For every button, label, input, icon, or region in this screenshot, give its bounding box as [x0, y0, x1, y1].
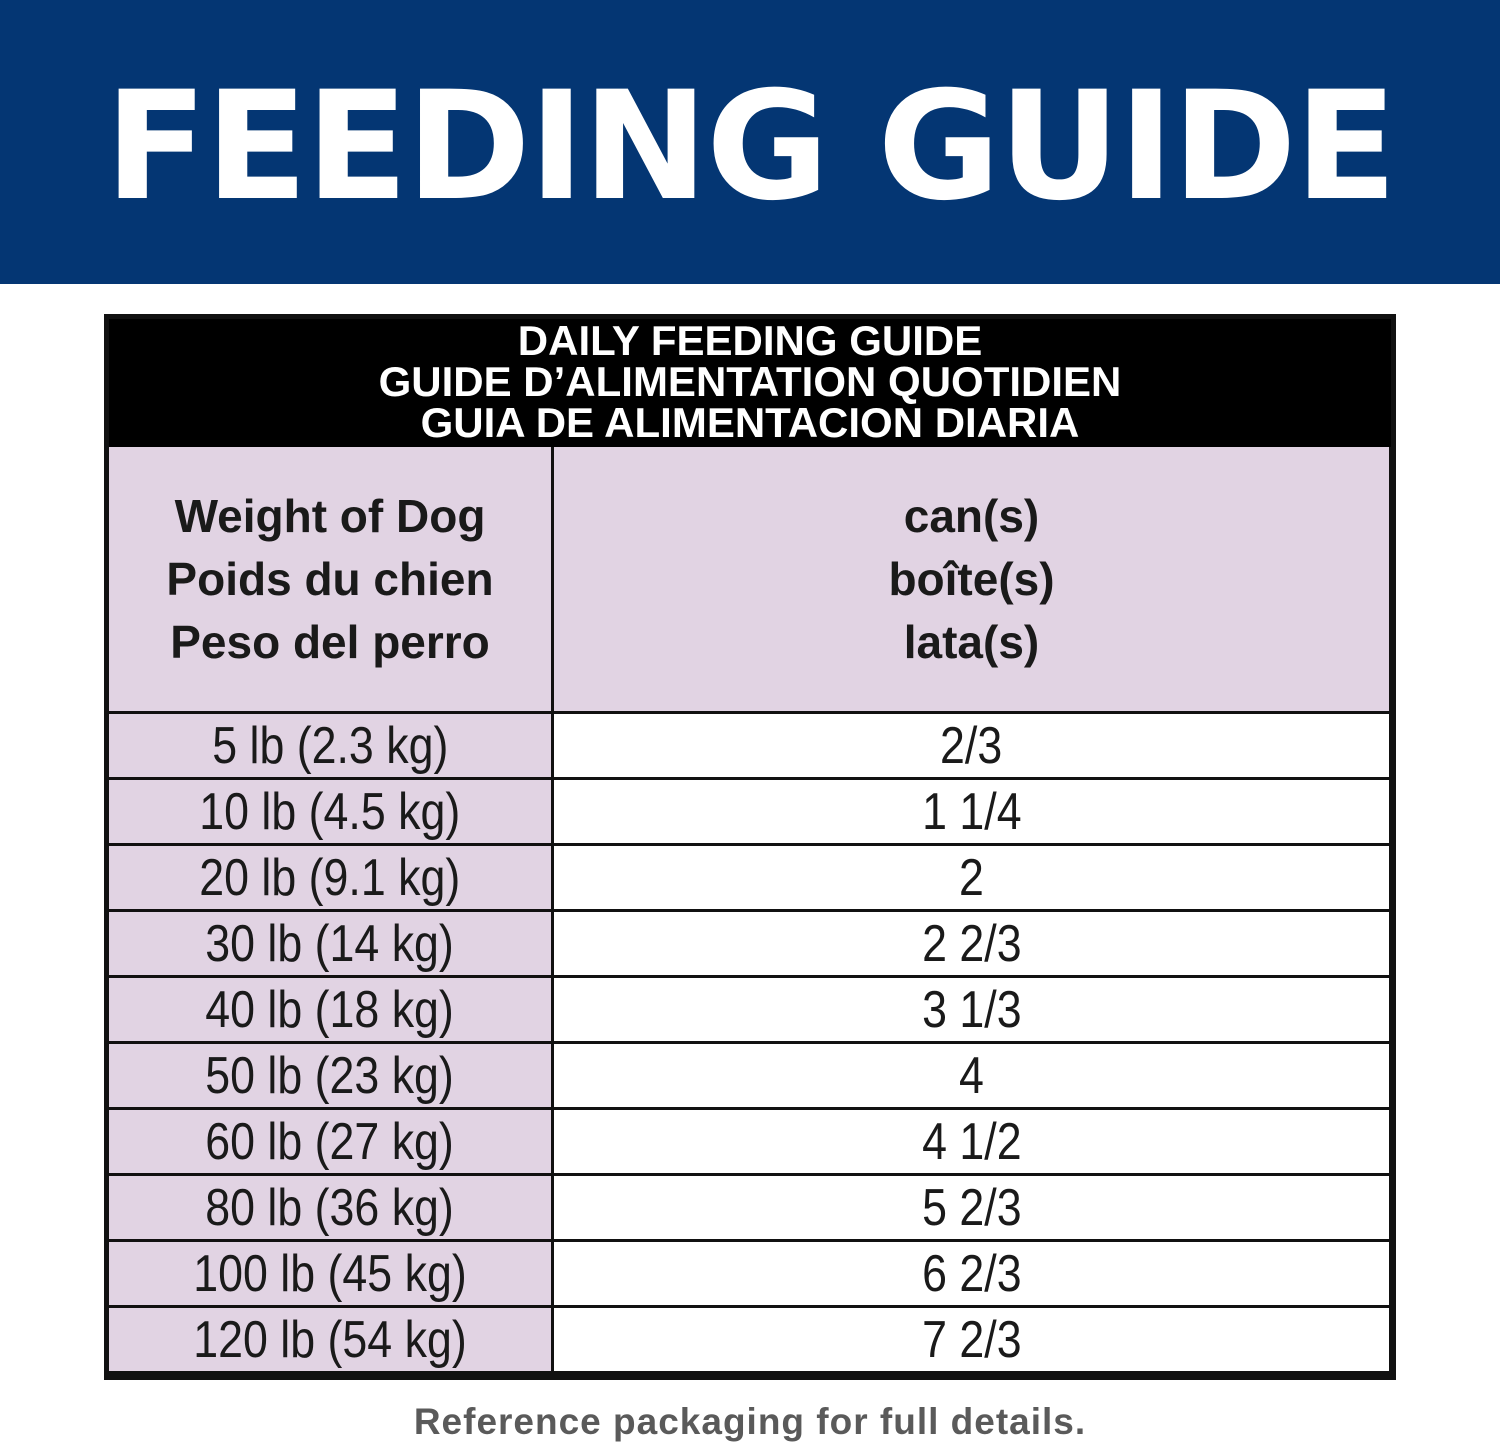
weight-cell: 50 lb (23 kg) — [109, 1044, 551, 1107]
weight-value: 5 lb (2.3 kg) — [211, 716, 449, 775]
column-header-amount-es: lata(s) — [903, 615, 1040, 668]
amount-cell: 7 2/3 — [554, 1308, 1389, 1371]
amount-cell: 6 2/3 — [554, 1242, 1389, 1305]
weight-cell: 5 lb (2.3 kg) — [109, 714, 551, 777]
weight-cell: 20 lb (9.1 kg) — [109, 846, 551, 909]
amount-value: 4 1/2 — [921, 1112, 1022, 1171]
amount-cell: 4 1/2 — [554, 1110, 1389, 1173]
weight-value: 120 lb (54 kg) — [193, 1310, 467, 1369]
column-header-amount: can(s) boîte(s) lata(s) — [554, 447, 1389, 711]
amount-cell: 3 1/3 — [554, 978, 1389, 1041]
weight-cell: 10 lb (4.5 kg) — [109, 780, 551, 843]
table-title-line-es: GUIA DE ALIMENTACION DIARIA — [420, 399, 1080, 446]
weight-cell: 30 lb (14 kg) — [109, 912, 551, 975]
amount-cell: 2 — [554, 846, 1389, 909]
table-title: DAILY FEEDING GUIDE GUIDE D’ALIMENTATION… — [109, 319, 1391, 447]
weight-cell: 60 lb (27 kg) — [109, 1110, 551, 1173]
weight-cell: 120 lb (54 kg) — [109, 1308, 551, 1371]
column-header-weight: Weight of Dog Poids du chien Peso del pe… — [109, 447, 551, 711]
amount-value: 2 2/3 — [921, 914, 1022, 973]
amount-value: 2/3 — [940, 716, 1003, 775]
column-header-amount-en: can(s) — [903, 489, 1040, 542]
weight-value: 20 lb (9.1 kg) — [199, 848, 461, 907]
column-header-weight-en: Weight of Dog — [174, 489, 486, 542]
weight-cell: 80 lb (36 kg) — [109, 1176, 551, 1239]
amount-value: 1 1/4 — [921, 782, 1022, 841]
column-header-weight-es: Peso del perro — [170, 615, 490, 668]
amount-cell: 1 1/4 — [554, 780, 1389, 843]
table-title-line-fr: GUIDE D’ALIMENTATION QUOTIDIEN — [378, 358, 1122, 405]
amount-value: 6 2/3 — [921, 1244, 1022, 1303]
column-header-amount-fr: boîte(s) — [888, 552, 1055, 605]
amount-cell: 5 2/3 — [554, 1176, 1389, 1239]
weight-value: 100 lb (45 kg) — [193, 1244, 467, 1303]
amount-value: 4 — [959, 1046, 984, 1105]
amount-cell: 2 2/3 — [554, 912, 1389, 975]
weight-value: 30 lb (14 kg) — [205, 914, 455, 973]
banner: FEEDING GUIDE — [0, 0, 1500, 284]
table-title-line-en: DAILY FEEDING GUIDE — [517, 317, 983, 364]
amount-value: 2 — [959, 848, 984, 907]
amount-cell: 2/3 — [554, 714, 1389, 777]
weight-value: 60 lb (27 kg) — [205, 1112, 455, 1171]
footer-note: Reference packaging for full details. — [413, 1401, 1087, 1442]
weight-value: 10 lb (4.5 kg) — [199, 782, 461, 841]
amount-cell: 4 — [554, 1044, 1389, 1107]
amount-value: 5 2/3 — [921, 1178, 1022, 1237]
weight-cell: 100 lb (45 kg) — [109, 1242, 551, 1305]
banner-title: FEEDING GUIDE — [104, 60, 1397, 234]
weight-cell: 40 lb (18 kg) — [109, 978, 551, 1041]
feeding-table: DAILY FEEDING GUIDE GUIDE D’ALIMENTATION… — [104, 314, 1396, 1380]
weight-value: 50 lb (23 kg) — [205, 1046, 455, 1105]
amount-value: 3 1/3 — [921, 980, 1022, 1039]
column-header-weight-fr: Poids du chien — [166, 552, 494, 605]
weight-value: 80 lb (36 kg) — [205, 1178, 455, 1237]
amount-value: 7 2/3 — [921, 1310, 1022, 1369]
table-grid: Weight of Dog Poids du chien Peso del pe… — [109, 447, 1391, 1375]
weight-value: 40 lb (18 kg) — [205, 980, 455, 1039]
